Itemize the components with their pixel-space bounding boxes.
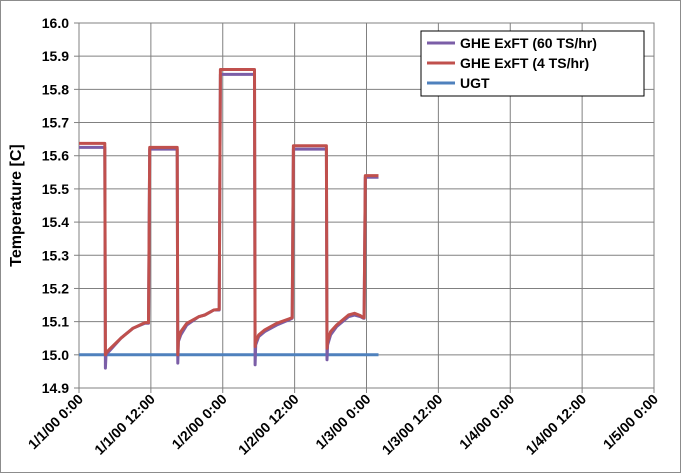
y-axis-title: Temperature [C] [8,144,25,266]
y-tick-label: 15.1 [42,314,69,330]
y-tick-label: 16.0 [42,15,69,31]
y-tick-label: 14.9 [42,380,69,396]
legend-box [420,30,645,97]
x-tick-label: 1/1/00 12:00 [91,391,158,458]
y-tick-label: 15.2 [42,280,69,296]
y-tick-label: 15.7 [42,115,69,131]
y-tick-label: 15.0 [42,347,69,363]
x-tick-label: 1/5/00 0:00 [600,391,662,453]
y-tick-label: 15.6 [42,148,69,164]
x-tick-label: 1/1/00 0:00 [25,391,87,453]
y-tick-label: 15.9 [42,48,69,64]
x-tick-label: 1/4/00 0:00 [456,391,518,453]
x-tick-label: 1/4/00 12:00 [522,391,589,458]
legend: GHE ExFT (60 TS/hr) GHE ExFT (4 TS/hr) U… [420,30,645,97]
x-tick-label: 1/2/00 0:00 [168,391,230,453]
x-tick-label: 1/3/00 12:00 [379,391,446,458]
y-axis-ticks: 16.0 15.9 15.8 15.7 15.6 15.5 15.4 15.3 15.2 15.1… [42,15,79,396]
series-line-1 [79,68,379,357]
y-tick-label: 15.5 [42,181,69,197]
y-tick-label: 15.4 [42,214,69,230]
y-tick-label: 15.3 [42,247,69,263]
x-axis-ticks: 1/1/00 0:00 1/1/00 12:00 1/2/00 0:00 1/2/00… [25,388,662,458]
legend-label-ghe-4: GHE ExFT (4 TS/hr) [460,55,589,71]
y-tick-label: 15.8 [42,81,69,97]
series-line-0 [79,72,379,370]
legend-label-ugt: UGT [460,75,490,91]
series-lines [79,68,379,370]
legend-label-ghe-60: GHE ExFT (60 TS/hr) [460,35,597,51]
x-tick-label: 1/2/00 12:00 [235,391,302,458]
x-tick-label: 1/3/00 0:00 [312,391,374,453]
